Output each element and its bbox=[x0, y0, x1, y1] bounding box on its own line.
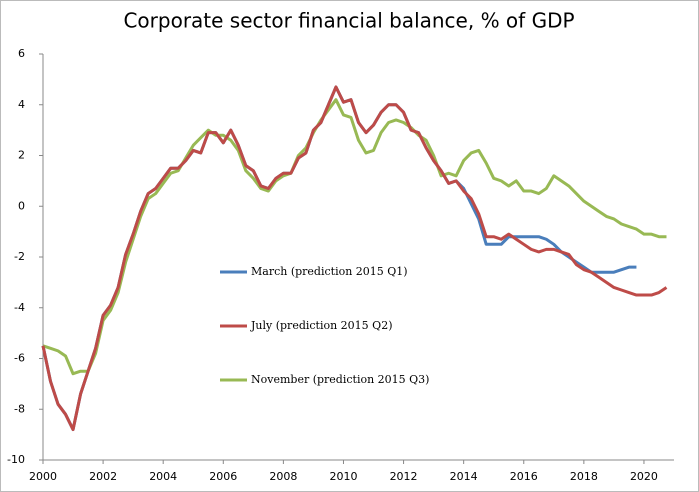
x-tick-label: 2012 bbox=[390, 470, 418, 483]
y-tick-label: -6 bbox=[14, 352, 25, 365]
y-tick-label: -2 bbox=[14, 250, 25, 263]
y-tick-label: 6 bbox=[18, 47, 25, 60]
series-line bbox=[42, 98, 667, 376]
y-tick-label: -8 bbox=[14, 402, 25, 415]
x-tick-label: 2002 bbox=[89, 470, 117, 483]
x-tick-label: 2016 bbox=[510, 470, 538, 483]
y-tick-label: -4 bbox=[14, 301, 25, 314]
series-line bbox=[41, 85, 668, 432]
y-tick-label: 4 bbox=[18, 98, 25, 111]
legend-label: March (prediction 2015 Q1) bbox=[251, 265, 408, 278]
y-tick-label: -10 bbox=[7, 453, 25, 466]
x-tick-label: 2006 bbox=[209, 470, 237, 483]
y-tick-label: 0 bbox=[18, 199, 25, 212]
x-tick-label: 2000 bbox=[29, 470, 57, 483]
legend-label: November (prediction 2015 Q3) bbox=[251, 373, 429, 386]
y-tick-label: 2 bbox=[18, 149, 25, 162]
x-tick-label: 2010 bbox=[329, 470, 357, 483]
x-tick-label: 2014 bbox=[450, 470, 478, 483]
x-tick-label: 2008 bbox=[269, 470, 297, 483]
chart-title: Corporate sector financial balance, % of… bbox=[123, 9, 574, 33]
x-tick-label: 2018 bbox=[570, 470, 598, 483]
x-tick-label: 2020 bbox=[630, 470, 658, 483]
legend-label: July (prediction 2015 Q2) bbox=[250, 319, 393, 332]
x-tick-label: 2004 bbox=[149, 470, 177, 483]
